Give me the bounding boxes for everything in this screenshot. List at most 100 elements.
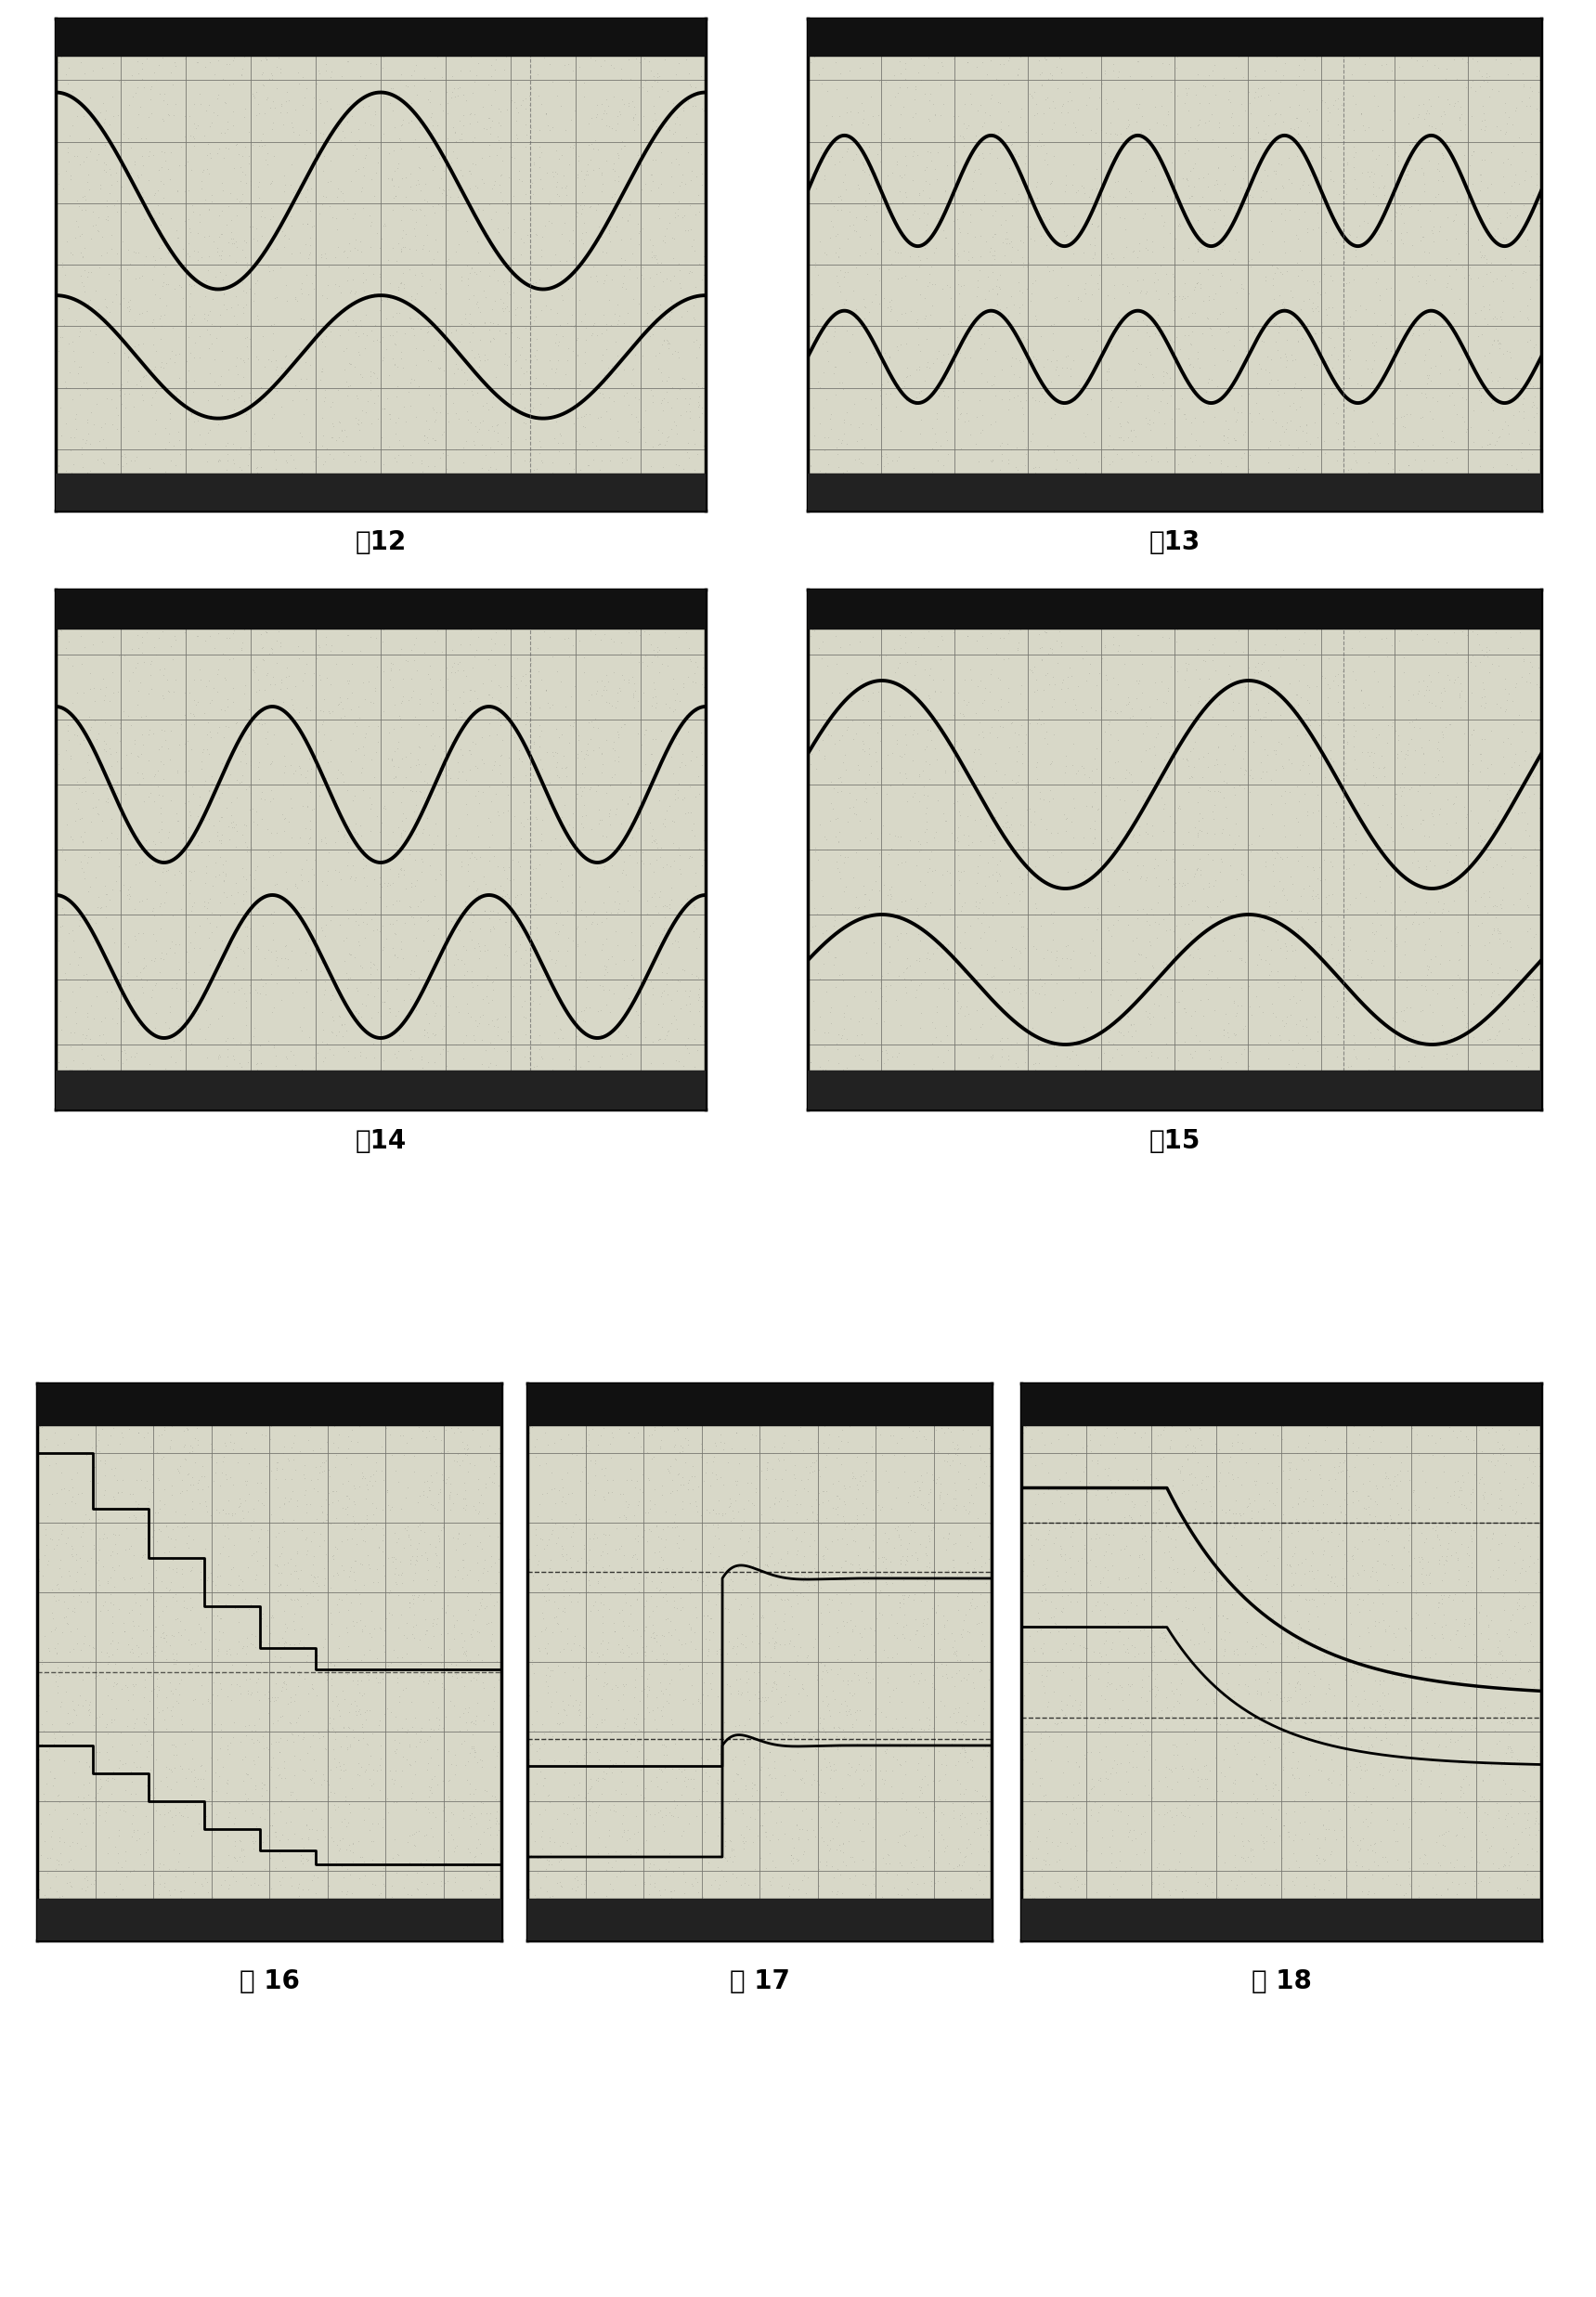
Point — [922, 423, 948, 459]
Point — [1315, 1399, 1341, 1436]
Point — [1221, 983, 1246, 1020]
Point — [78, 221, 104, 257]
Point — [1373, 1709, 1398, 1746]
Point — [1106, 1562, 1132, 1599]
Point — [894, 760, 919, 797]
Point — [838, 999, 863, 1036]
Point — [645, 60, 670, 96]
Point — [168, 379, 193, 416]
Point — [924, 930, 950, 967]
Point — [907, 1769, 932, 1805]
Point — [386, 423, 412, 459]
Point — [1103, 248, 1128, 285]
Point — [1270, 223, 1296, 260]
Point — [777, 1569, 803, 1606]
Point — [104, 1631, 129, 1668]
Point — [1452, 1881, 1478, 1918]
Point — [1518, 1778, 1543, 1815]
Point — [1154, 430, 1179, 466]
Point — [1108, 1013, 1133, 1050]
Point — [1250, 225, 1275, 262]
Point — [626, 809, 651, 845]
Point — [1302, 595, 1328, 632]
Point — [1262, 735, 1288, 772]
Point — [168, 1874, 193, 1911]
Point — [887, 413, 913, 450]
Point — [1275, 1723, 1301, 1760]
Point — [182, 1787, 207, 1824]
Point — [1021, 209, 1047, 246]
Point — [417, 1794, 442, 1831]
Point — [557, 16, 583, 53]
Point — [1425, 1585, 1451, 1622]
Point — [1013, 767, 1039, 804]
Point — [1384, 604, 1409, 641]
Point — [1306, 1610, 1331, 1647]
Point — [107, 710, 132, 747]
Point — [1310, 1059, 1336, 1096]
Point — [1334, 1369, 1360, 1406]
Point — [1096, 1645, 1122, 1681]
Point — [924, 340, 950, 377]
Point — [1154, 946, 1179, 983]
Point — [1476, 1606, 1502, 1642]
Point — [1029, 55, 1055, 92]
Point — [409, 1537, 434, 1573]
Point — [228, 728, 254, 765]
Point — [107, 703, 132, 740]
Point — [1441, 41, 1467, 78]
Point — [645, 829, 670, 866]
Point — [273, 1461, 298, 1498]
Point — [1307, 1872, 1333, 1909]
Point — [1436, 377, 1462, 413]
Point — [1503, 1493, 1529, 1530]
Point — [45, 1649, 70, 1686]
Point — [658, 301, 683, 338]
Point — [426, 942, 452, 979]
Point — [1409, 1890, 1435, 1927]
Point — [359, 1766, 385, 1803]
Point — [1165, 1737, 1191, 1773]
Point — [672, 972, 697, 1008]
Point — [691, 1665, 717, 1702]
Point — [421, 776, 447, 813]
Point — [1411, 1038, 1436, 1075]
Point — [168, 1702, 193, 1739]
Point — [200, 280, 225, 317]
Point — [1285, 1546, 1310, 1583]
Point — [81, 1528, 107, 1564]
Point — [144, 1583, 169, 1619]
Point — [46, 1879, 72, 1916]
Point — [1333, 1424, 1358, 1461]
Point — [940, 1785, 966, 1822]
Point — [667, 1592, 693, 1629]
Point — [500, 1018, 525, 1054]
Point — [113, 1858, 139, 1895]
Point — [1184, 108, 1210, 145]
Point — [134, 1833, 160, 1870]
Point — [688, 1495, 713, 1532]
Point — [324, 586, 350, 622]
Point — [147, 1417, 172, 1454]
Point — [1189, 1805, 1215, 1842]
Point — [579, 1057, 605, 1093]
Point — [94, 935, 120, 972]
Point — [311, 1762, 337, 1799]
Point — [587, 48, 613, 85]
Point — [911, 813, 937, 850]
Point — [426, 1707, 452, 1743]
Point — [683, 643, 709, 680]
Point — [223, 763, 249, 799]
Point — [1119, 413, 1144, 450]
Point — [1049, 671, 1074, 707]
Point — [1096, 1879, 1122, 1916]
Point — [496, 829, 522, 866]
Point — [654, 1550, 680, 1587]
Point — [206, 1493, 231, 1530]
Point — [1259, 845, 1285, 882]
Point — [1080, 333, 1106, 370]
Point — [1475, 64, 1500, 101]
Point — [715, 1913, 741, 1950]
Point — [500, 705, 525, 742]
Point — [838, 1511, 863, 1548]
